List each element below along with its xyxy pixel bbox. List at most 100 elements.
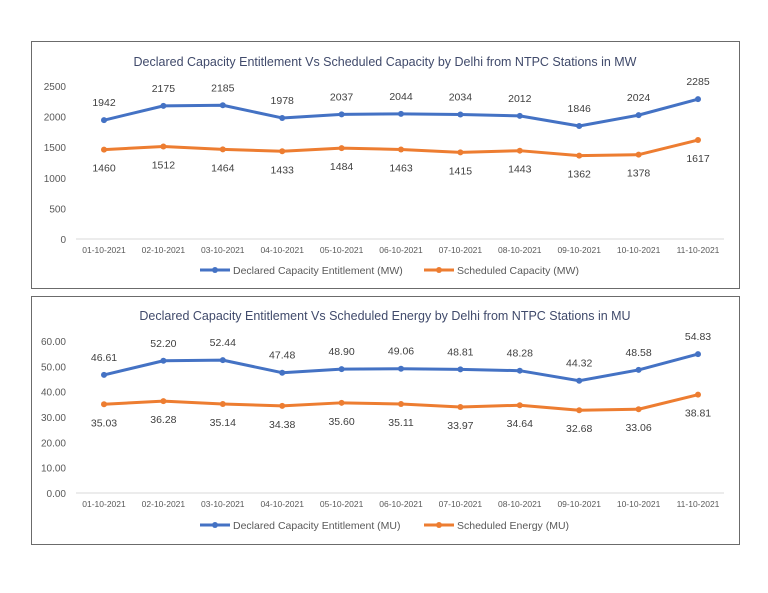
x-tick-label: 10-10-2021 (617, 245, 661, 255)
data-label: 49.06 (388, 346, 414, 358)
data-point (695, 96, 701, 103)
y-tick-label: 2500 (44, 82, 67, 93)
y-tick-label: 1500 (44, 143, 67, 154)
y-tick-label: 2000 (44, 113, 67, 124)
data-label: 34.38 (269, 419, 295, 431)
x-tick-label: 02-10-2021 (142, 499, 186, 509)
y-tick-label: 60.00 (41, 337, 66, 348)
y-tick-label: 40.00 (41, 388, 66, 399)
data-point (338, 366, 345, 373)
data-point (457, 149, 464, 156)
legend-label-1: Scheduled Capacity (MW) (457, 265, 579, 277)
data-label: 38.81 (685, 408, 711, 420)
data-label: 54.83 (685, 331, 711, 343)
data-label: 34.64 (507, 418, 533, 430)
x-tick-label: 04-10-2021 (260, 245, 304, 255)
data-label: 2034 (449, 92, 473, 104)
data-point (160, 398, 167, 405)
data-point (219, 146, 226, 153)
data-point (398, 401, 404, 408)
data-point (338, 111, 345, 118)
data-label: 1362 (568, 169, 592, 181)
data-label: 2175 (152, 83, 176, 95)
data-label: 35.03 (91, 417, 117, 429)
energy-mu-chart: Declared Capacity Entitlement Vs Schedul… (31, 296, 740, 545)
data-label: 48.28 (507, 348, 533, 360)
data-point (457, 403, 464, 410)
y-tick-label: 10.00 (41, 464, 66, 475)
data-label: 35.11 (388, 417, 414, 429)
data-label: 44.32 (566, 358, 592, 370)
data-point (635, 406, 642, 413)
y-tick-label: 30.00 (41, 413, 66, 424)
data-point (695, 137, 701, 144)
data-label: 52.20 (150, 338, 176, 350)
data-label: 52.44 (210, 337, 236, 349)
y-tick-label: 0 (60, 235, 66, 246)
data-label: 47.48 (269, 350, 295, 362)
data-label: 35.60 (328, 416, 354, 428)
x-tick-label: 11-10-2021 (677, 499, 720, 509)
data-label: 1978 (271, 95, 295, 107)
data-point (516, 367, 523, 374)
legend-label-0: Declared Capacity Entitlement (MU) (233, 520, 400, 532)
data-label: 1443 (508, 164, 532, 176)
data-point (279, 148, 286, 155)
data-label: 33.06 (625, 422, 651, 434)
data-label: 1484 (330, 161, 354, 173)
data-point (635, 366, 642, 373)
data-point (516, 402, 523, 409)
data-point (160, 102, 167, 109)
data-label: 2037 (330, 91, 354, 103)
data-label: 1846 (568, 103, 592, 115)
data-point (160, 357, 167, 364)
data-label: 1463 (389, 162, 413, 174)
data-point (338, 399, 345, 406)
x-tick-label: 11-10-2021 (677, 245, 720, 255)
data-label: 2044 (389, 91, 413, 103)
x-tick-label: 10-10-2021 (617, 499, 661, 509)
x-tick-label: 09-10-2021 (557, 499, 601, 509)
data-label: 48.58 (625, 347, 651, 359)
data-label: 48.90 (328, 346, 354, 358)
data-point (457, 366, 464, 373)
data-label: 1617 (686, 153, 710, 165)
data-point (576, 152, 583, 159)
data-point (279, 402, 286, 409)
legend-marker-1 (436, 267, 442, 273)
data-point (457, 111, 464, 118)
y-tick-label: 50.00 (41, 362, 66, 373)
x-tick-label: 02-10-2021 (142, 245, 186, 255)
data-point (219, 102, 226, 109)
data-label: 48.81 (447, 346, 473, 358)
data-label: 1464 (211, 162, 235, 174)
x-tick-label: 09-10-2021 (557, 245, 601, 255)
data-point (576, 377, 583, 384)
x-tick-label: 08-10-2021 (498, 245, 542, 255)
y-tick-label: 20.00 (41, 438, 66, 449)
data-label: 2012 (508, 93, 532, 105)
data-point (635, 151, 642, 158)
x-tick-label: 03-10-2021 (201, 245, 245, 255)
data-point (101, 401, 107, 408)
data-label: 1433 (271, 164, 295, 176)
data-label: 36.28 (150, 414, 176, 426)
data-point (219, 400, 226, 407)
x-tick-label: 05-10-2021 (320, 499, 364, 509)
chart-title: Declared Capacity Entitlement Vs Schedul… (134, 55, 637, 69)
x-tick-label: 05-10-2021 (320, 245, 364, 255)
legend-marker-0 (212, 267, 218, 273)
x-tick-label: 07-10-2021 (439, 499, 483, 509)
y-tick-label: 500 (49, 204, 66, 215)
y-tick-label: 0.00 (47, 489, 67, 500)
data-label: 1378 (627, 168, 651, 180)
data-point (516, 147, 523, 154)
data-label: 46.61 (91, 352, 117, 364)
data-point (398, 146, 404, 153)
data-point (576, 123, 583, 130)
data-label: 2185 (211, 82, 235, 94)
data-point (160, 143, 167, 150)
data-point (516, 112, 523, 119)
x-tick-label: 03-10-2021 (201, 499, 245, 509)
data-point (279, 114, 286, 121)
